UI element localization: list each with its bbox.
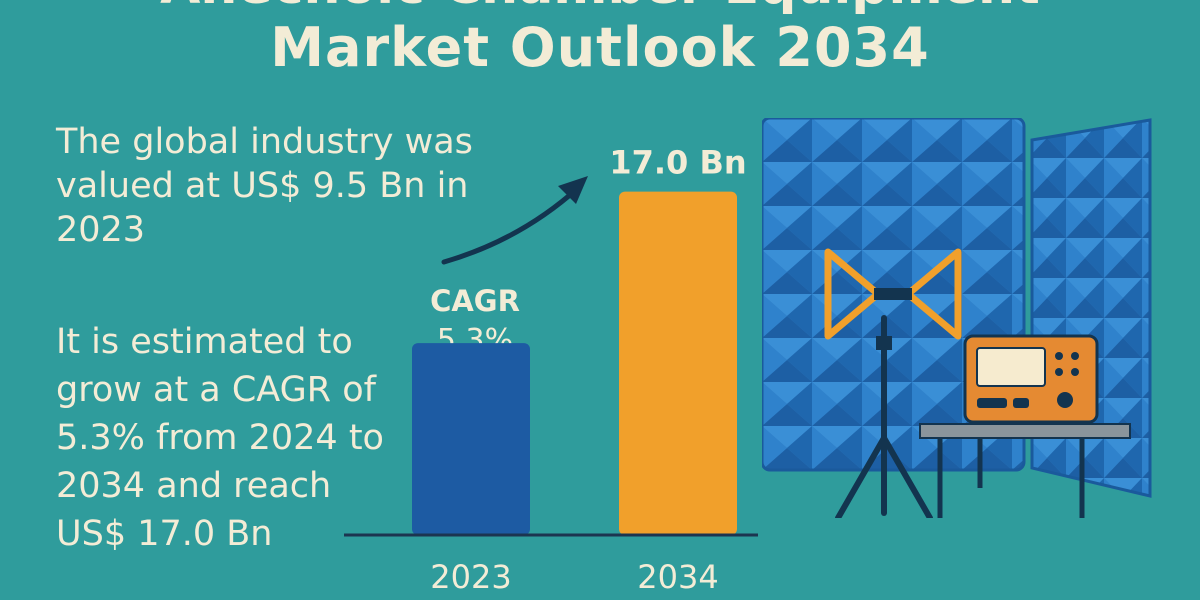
growth-arrow-head xyxy=(558,176,588,204)
test-table xyxy=(919,423,1131,439)
tick-label-2034: 2034 xyxy=(637,558,718,596)
bar-2023 xyxy=(412,343,530,535)
tick-label-2023: 2023 xyxy=(430,558,511,596)
antenna-icon xyxy=(824,248,962,340)
data-label-2034: 17.0 Bn xyxy=(609,144,746,182)
cagr-label: CAGR xyxy=(430,284,520,318)
title-partial: Anechoic Chamber Equipment xyxy=(0,0,1200,16)
signal-analyzer-icon xyxy=(963,334,1099,424)
page-title: Market Outlook 2034 xyxy=(270,16,930,79)
bar-2034 xyxy=(619,191,737,535)
growth-forecast-text: It is estimated to grow at a CAGR of 5.3… xyxy=(56,322,384,554)
absorber-wall-right xyxy=(1030,118,1152,498)
anechoic-chamber-illustration xyxy=(762,118,1152,518)
growth-arrow xyxy=(441,185,581,265)
market-value-text: The global industry was valued at US$ 9.… xyxy=(56,122,473,250)
